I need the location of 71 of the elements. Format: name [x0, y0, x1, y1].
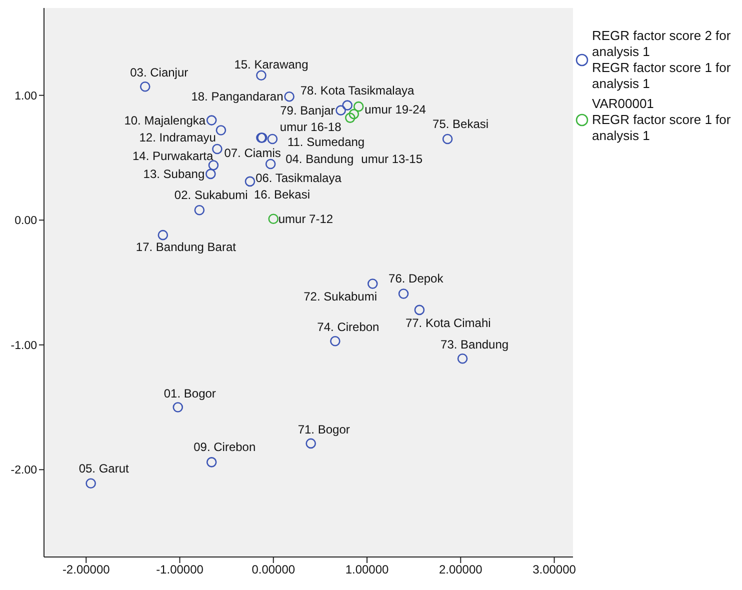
point [367, 278, 378, 289]
x-tick-label: -2.00000 [62, 562, 110, 577]
annotation: 71. Bogor [298, 422, 350, 436]
point [244, 176, 256, 187]
annotation: 15. Karawang [234, 57, 308, 72]
point [265, 158, 276, 170]
point [336, 105, 346, 116]
point [268, 214, 279, 224]
annotation: 04. Bandung [286, 152, 354, 166]
annotation: 78. Kota Tasikmalaya [300, 83, 415, 98]
annotation: 11. Sumedang [287, 135, 365, 150]
point [206, 168, 216, 180]
point [306, 438, 316, 449]
point [457, 353, 468, 364]
annotation: umur 16-18 [280, 120, 342, 134]
annotation: 17. Bandung Barat [136, 240, 237, 254]
x-tick-label: -1.00000 [156, 562, 204, 577]
x-tick-label: 2.00000 [438, 562, 483, 577]
y-tick-label: -2.00 [10, 464, 37, 477]
x-tick-label: 1.00000 [345, 562, 390, 577]
point [398, 288, 409, 299]
point [353, 101, 364, 112]
annotation: 13. Subang [143, 166, 205, 181]
annotation: 07. Ciamis [224, 146, 281, 160]
y-tick-label: 0.00 [14, 215, 37, 228]
legend-label: REGR factor score 2 for analysis 1 REGR factor score 1 for analysis 1 [592, 28, 732, 92]
annotation: 09. Cirebon [194, 440, 256, 454]
point [206, 457, 217, 468]
annotation: 01. Bogor [164, 386, 216, 400]
point [442, 134, 453, 144]
point [208, 160, 219, 170]
annotation: 06. Tasikmalaya [256, 170, 342, 185]
y-tick-label: 1.00 [14, 90, 37, 102]
point [256, 70, 266, 81]
annotation: 76. Depok [388, 272, 444, 286]
point [267, 134, 278, 144]
annotation: 75. Bekasi [432, 117, 489, 132]
y-tick-label: -1.00 [10, 340, 37, 352]
x-tick-label: 0.00000 [252, 562, 296, 577]
point [86, 478, 96, 489]
annotation: 77. Kota Cimahi [405, 316, 491, 330]
point [206, 115, 217, 126]
annotation: 73. Bandung [440, 338, 509, 352]
x-tick-label: 3.00000 [532, 562, 576, 577]
annotation: 79. Banjar [280, 103, 335, 118]
point [345, 112, 356, 123]
annotation: 16. Bekasi [254, 187, 310, 202]
point [330, 336, 340, 346]
point [414, 304, 425, 316]
annotation: umur 19-24 [364, 102, 426, 117]
annotation: 10. Majalengka [124, 113, 206, 128]
annotation: 03. Cianjur [130, 66, 188, 80]
annotation: 14. Purwakarta [132, 148, 214, 163]
point [172, 402, 184, 412]
point [342, 100, 353, 110]
annotation: 12. Indramayu [139, 130, 216, 144]
annotation: 05. Garut [78, 461, 130, 476]
annotation: 74. Cirebon [317, 320, 380, 334]
annotation: 72. Sukabumi [304, 290, 378, 304]
annotation: umur 7-12 [278, 212, 334, 226]
point [194, 204, 205, 216]
point [284, 91, 294, 102]
point [348, 108, 360, 120]
legend-label: VAR00001 REGR factor score 1 for analysis 1 [592, 96, 732, 144]
annotation: 02. Sukabumi [174, 188, 248, 202]
point [216, 125, 226, 136]
annotation: umur 13-15 [361, 152, 423, 166]
point [212, 144, 222, 154]
point [158, 230, 168, 240]
point [140, 81, 150, 92]
annotation: 18. Pangandaran [191, 90, 284, 104]
